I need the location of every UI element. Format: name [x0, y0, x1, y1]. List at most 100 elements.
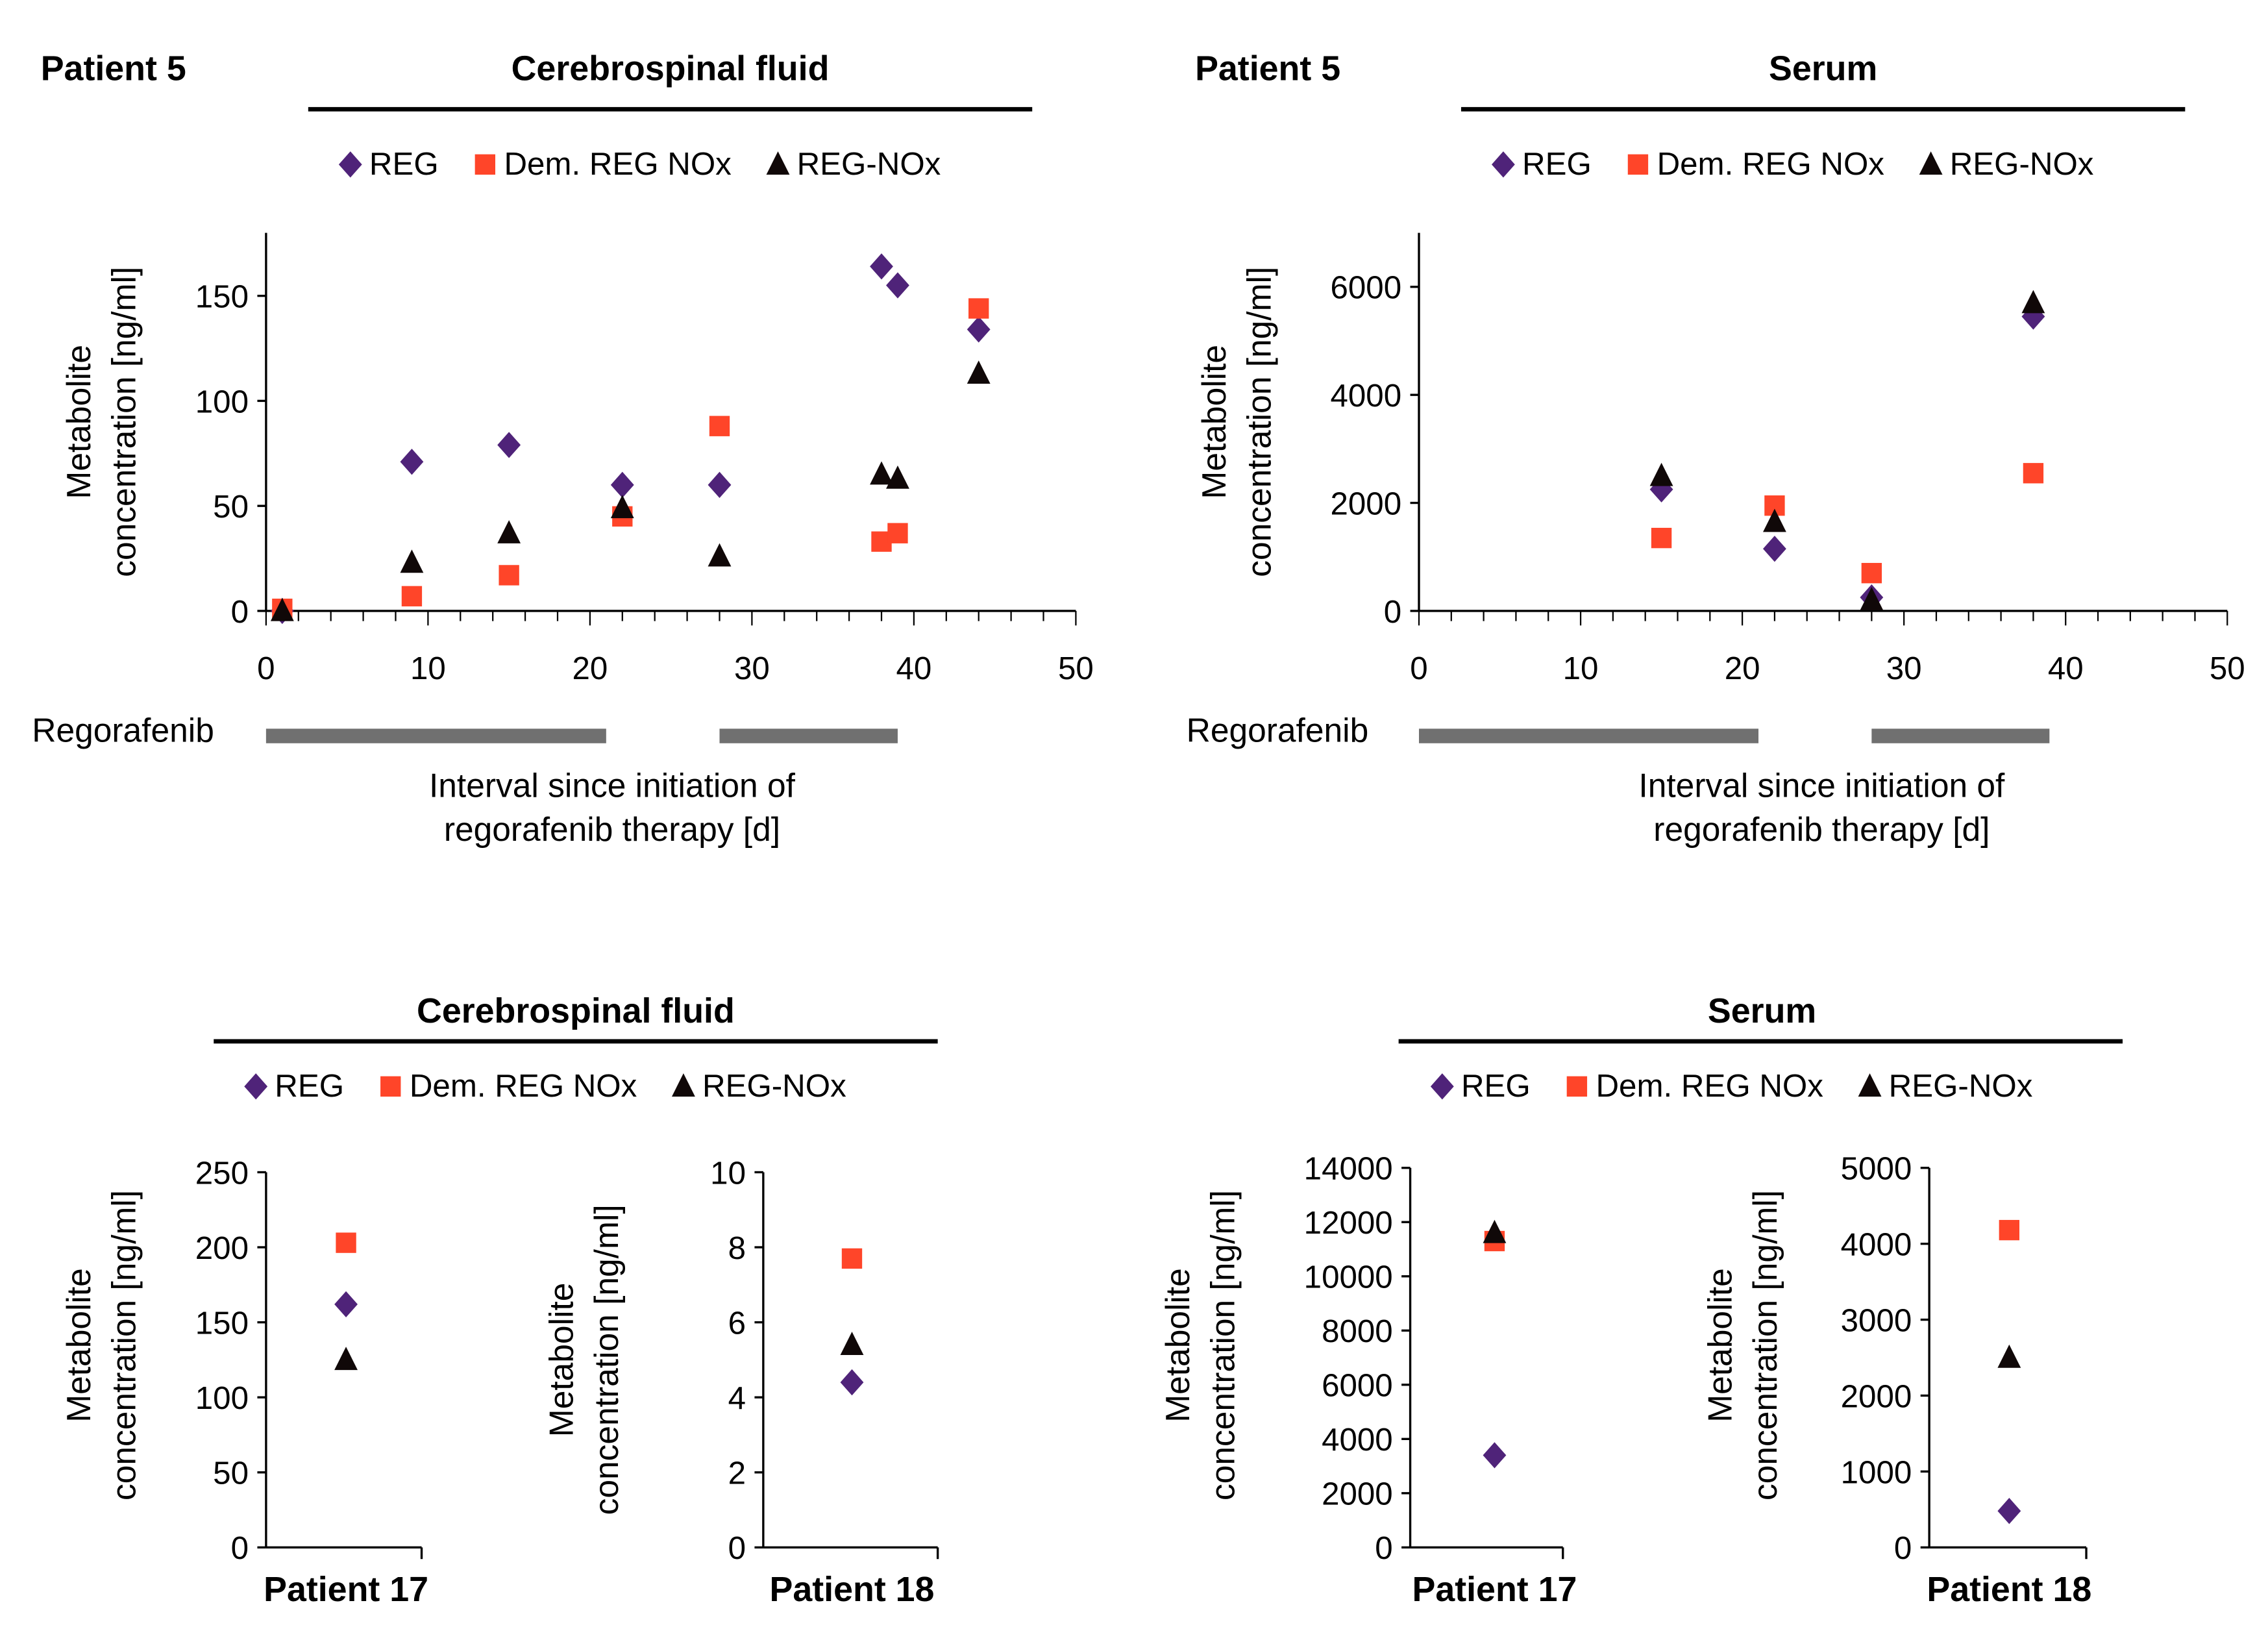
- regorafenib-period-bar: [719, 728, 898, 743]
- dem-reg-nox-square-marker: [1999, 1219, 2020, 1241]
- y-tick-label: 3000: [1841, 1303, 1912, 1339]
- reg-nox-triangle-marker: [270, 597, 294, 621]
- x-axis-label: regorafenib therapy [d]: [1653, 810, 1990, 848]
- patient-label: Patient 5: [1195, 49, 1340, 88]
- panel-title: Cerebrospinal fluid: [417, 991, 735, 1030]
- reg-nox-triangle-marker: [708, 543, 732, 567]
- reg-diamond-marker: [1997, 1498, 2021, 1524]
- reg-nox-triangle-marker: [400, 549, 424, 573]
- reg-nox-triangle-marker: [1649, 462, 1673, 486]
- y-axis-label: concentration [ng/ml]: [1746, 1190, 1784, 1500]
- y-tick-label: 200: [195, 1230, 249, 1266]
- dem-reg-nox-square-marker: [499, 565, 519, 586]
- x-tick-label: 30: [1886, 651, 1922, 686]
- y-tick-label: 0: [231, 1530, 249, 1566]
- y-tick-label: 50: [213, 489, 249, 525]
- x-axis-label: Interval since initiation of: [1638, 767, 2005, 804]
- dem-reg-nox-square-marker: [709, 416, 730, 436]
- y-axis-label: Metabolite: [60, 345, 97, 499]
- y-tick-label: 0: [231, 594, 249, 630]
- x-tick-label: 40: [2048, 651, 2084, 686]
- legend-label: Dem. REG NOx: [410, 1068, 637, 1104]
- x-axis-label: Interval since initiation of: [429, 767, 796, 804]
- legend-label: Dem. REG NOx: [1657, 146, 1885, 182]
- dem-reg-nox-square-marker: [1627, 154, 1649, 175]
- x-tick-label: 10: [1563, 651, 1599, 686]
- reg-diamond-marker: [610, 471, 634, 498]
- y-tick-label: 8: [728, 1230, 746, 1266]
- reg-nox-triangle-marker: [1483, 1219, 1507, 1243]
- y-tick-label: 4000: [1322, 1422, 1393, 1458]
- x-category-label: Patient 18: [770, 1570, 935, 1609]
- y-tick-label: 150: [195, 279, 249, 315]
- legend-label: REG: [1522, 146, 1592, 182]
- y-tick-label: 100: [195, 1380, 249, 1416]
- y-axis-label: Metabolite: [1701, 1268, 1739, 1423]
- reg-nox-triangle-marker: [1997, 1344, 2021, 1368]
- legend-label: REG-NOx: [797, 146, 941, 182]
- y-tick-label: 50: [213, 1456, 249, 1491]
- dem-reg-nox-square-marker: [2023, 463, 2044, 484]
- y-axis-label: Metabolite: [1159, 1268, 1196, 1423]
- regorafenib-label: Regorafenib: [32, 712, 214, 749]
- y-tick-label: 4000: [1841, 1227, 1912, 1263]
- legend-label: REG: [1461, 1068, 1531, 1104]
- legend-label: Dem. REG NOx: [1596, 1068, 1823, 1104]
- reg-diamond-marker: [1430, 1073, 1454, 1100]
- y-tick-label: 150: [195, 1306, 249, 1341]
- x-axis-label: regorafenib therapy [d]: [444, 810, 780, 848]
- y-axis-label: concentration [ng/ml]: [587, 1204, 625, 1515]
- y-tick-label: 250: [195, 1155, 249, 1191]
- reg-nox-triangle-marker: [610, 495, 634, 519]
- reg-diamond-marker: [1483, 1442, 1507, 1469]
- y-axis-label: concentration [ng/ml]: [105, 1190, 142, 1500]
- reg-nox-triangle-marker: [671, 1073, 695, 1097]
- reg-nox-triangle-marker: [334, 1347, 358, 1371]
- regorafenib-period-bar: [265, 728, 606, 743]
- reg-diamond-marker: [244, 1073, 268, 1100]
- reg-nox-triangle-marker: [497, 520, 521, 543]
- x-tick-label: 50: [1058, 651, 1094, 686]
- y-axis-label: Metabolite: [1195, 345, 1233, 499]
- x-category-label: Patient 17: [264, 1570, 428, 1609]
- x-tick-label: 0: [257, 651, 275, 686]
- y-tick-label: 6: [728, 1306, 746, 1341]
- y-tick-label: 2000: [1841, 1378, 1912, 1414]
- y-tick-label: 100: [195, 384, 249, 419]
- y-tick-label: 14000: [1304, 1151, 1393, 1187]
- reg-diamond-marker: [840, 1369, 864, 1396]
- reg-nox-triangle-marker: [840, 1332, 864, 1355]
- y-tick-label: 2: [728, 1456, 746, 1491]
- dem-reg-nox-square-marker: [336, 1232, 356, 1253]
- x-tick-label: 40: [896, 651, 931, 686]
- y-tick-label: 10000: [1304, 1260, 1393, 1295]
- regorafenib-period-bar: [1871, 728, 2050, 743]
- panel-title: Cerebrospinal fluid: [512, 49, 830, 88]
- reg-nox-triangle-marker: [2021, 290, 2045, 314]
- dem-reg-nox-square-marker: [401, 586, 423, 606]
- dem-reg-nox-square-marker: [887, 523, 908, 543]
- regorafenib-label: Regorafenib: [1187, 712, 1369, 749]
- y-tick-label: 1000: [1841, 1454, 1912, 1490]
- x-tick-label: 30: [734, 651, 770, 686]
- reg-diamond-marker: [870, 253, 893, 280]
- y-tick-label: 6000: [1331, 270, 1402, 306]
- patient-label: Patient 5: [41, 49, 186, 88]
- reg-diamond-marker: [967, 316, 991, 343]
- y-tick-label: 4000: [1331, 378, 1402, 414]
- panel-title: Serum: [1708, 991, 1816, 1030]
- reg-nox-triangle-marker: [886, 465, 909, 489]
- dem-reg-nox-square-marker: [1651, 527, 1672, 549]
- x-tick-label: 50: [2210, 651, 2245, 686]
- reg-diamond-marker: [338, 151, 362, 178]
- y-axis-label: concentration [ng/ml]: [1240, 267, 1278, 577]
- dem-reg-nox-square-marker: [1566, 1076, 1588, 1097]
- y-tick-label: 6000: [1322, 1368, 1393, 1404]
- reg-nox-triangle-marker: [870, 461, 893, 485]
- y-tick-label: 0: [1375, 1530, 1392, 1566]
- x-category-label: Patient 18: [1927, 1570, 2091, 1609]
- y-tick-label: 2000: [1331, 486, 1402, 521]
- reg-diamond-marker: [1763, 536, 1786, 562]
- panel-title: Serum: [1769, 49, 1877, 88]
- legend-label: REG-NOx: [1950, 146, 2094, 182]
